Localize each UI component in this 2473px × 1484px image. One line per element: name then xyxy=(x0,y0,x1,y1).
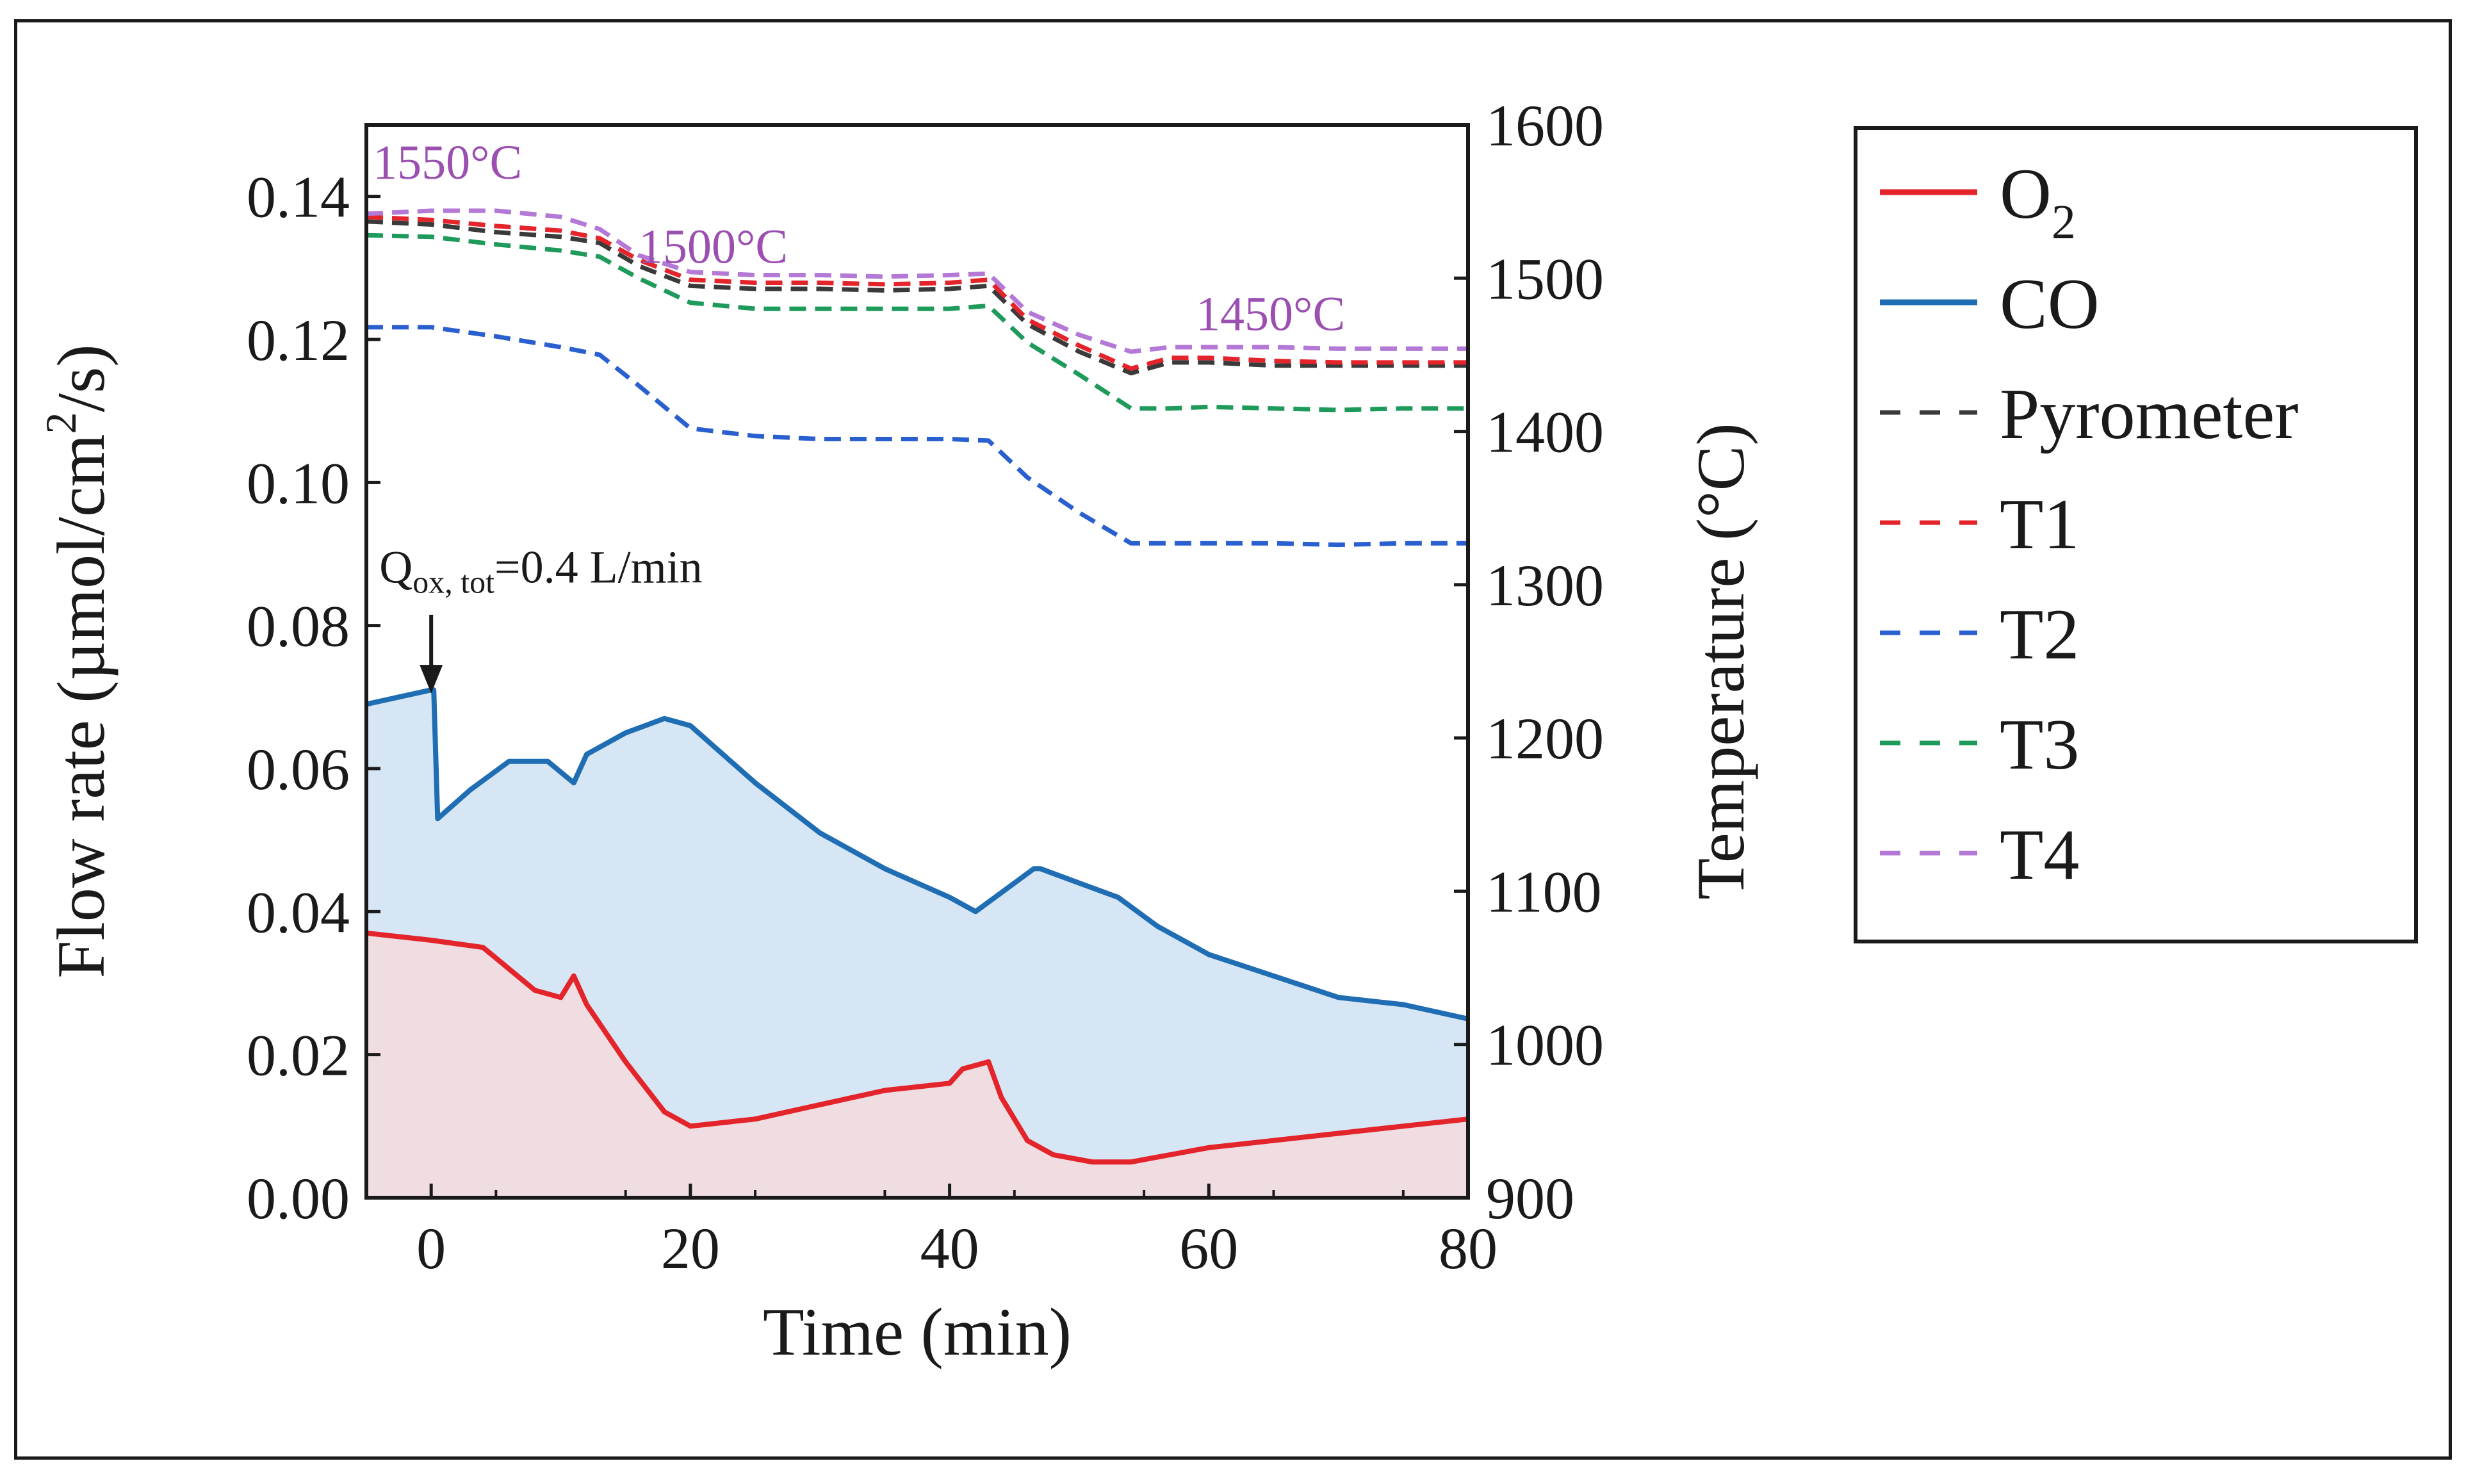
y-left-axis-title: Flow rate (µmol/cm2/s) xyxy=(37,344,118,978)
series-t3-line xyxy=(366,232,1468,412)
plot-fills xyxy=(366,690,1468,1198)
legend-items: O2 CO Pyrometer T1 T2 T3 T4 xyxy=(1880,154,2299,895)
temp-label-1550: 1550°C xyxy=(373,136,522,190)
plot-lines xyxy=(366,208,1469,1165)
plot-frame xyxy=(364,123,1470,1200)
y-left-title-main: Flow rate (µmol/cm xyxy=(44,434,118,978)
y-left-tick-label: 0.12 xyxy=(247,307,350,373)
y-right-tick-label: 1200 xyxy=(1486,706,1604,771)
y-left-tick-label: 0.02 xyxy=(247,1023,350,1088)
y-left-tick-label: 0.14 xyxy=(247,165,350,230)
series-o2-line xyxy=(366,930,1469,1165)
y-left-tick-label: 0.00 xyxy=(247,1166,350,1231)
x-axis: 0 20 40 60 80 xyxy=(365,1184,1498,1281)
temp-label-1500: 1500°C xyxy=(639,220,788,273)
x-tick-label: 60 xyxy=(1179,1216,1238,1281)
y-right-tick-label: 1300 xyxy=(1486,553,1604,618)
y-left-title-tail: /s) xyxy=(44,344,118,412)
legend-label-t3: T3 xyxy=(2000,705,2079,785)
y-right-axis-title: Temperature (°C) xyxy=(1683,423,1758,899)
y-left-tick-label: 0.06 xyxy=(247,737,350,802)
y-right-tick-label: 1100 xyxy=(1486,859,1602,924)
series-t1-line xyxy=(366,215,1468,371)
flow-annot-tail: =0.4 L/min xyxy=(494,542,703,593)
y-left-tick-label: 0.04 xyxy=(247,879,350,945)
y-left-axis: 0.00 0.02 0.04 0.06 0.08 0.10 0.12 0.14 xyxy=(247,165,380,1231)
legend-label-main: O xyxy=(2000,154,2052,234)
legend-label-main: T4 xyxy=(2000,815,2079,895)
x-tick-label: 80 xyxy=(1439,1216,1498,1281)
legend-label-t1: T1 xyxy=(2000,485,2079,564)
legend-label-subscript: 2 xyxy=(2052,195,2076,249)
legend-label-main: CO xyxy=(2000,265,2100,344)
flow-annot-subscript: ox, tot xyxy=(412,564,494,600)
legend-label-main: T2 xyxy=(2000,595,2079,674)
chart: 0 20 40 60 80 0.000.020.040.060.080.100.120.… xyxy=(37,93,2418,1369)
legend-box xyxy=(1854,126,2418,943)
y-right-tick-label: 1500 xyxy=(1486,246,1604,311)
y-right-tick-label: 1000 xyxy=(1486,1013,1604,1078)
y-left-title-superscript: 2 xyxy=(37,412,85,434)
x-tick-label: 0 xyxy=(416,1216,446,1281)
series-t4-line xyxy=(366,208,1468,354)
legend-label-main: T3 xyxy=(2000,705,2079,785)
y-right-axis: 900 1000 1100 1200 1300 1400 1500 1600 xyxy=(1454,93,1604,1231)
o2-area xyxy=(366,933,1468,1198)
flow-rate-annotation: Qox, tot=0.4 L/min xyxy=(379,542,702,600)
x-tick-label: 20 xyxy=(661,1216,720,1281)
temp-label-1450: 1450°C xyxy=(1196,288,1345,341)
co-area xyxy=(366,690,1468,1198)
x-tick-label: 40 xyxy=(920,1216,979,1281)
flow-arrow-head xyxy=(420,665,443,694)
legend-label-o2: O2 xyxy=(2000,154,2076,249)
annotations: Qox, tot=0.4 L/min 1550°C 1500°C 1450°C xyxy=(373,136,1345,694)
legend-label-t4: T4 xyxy=(2000,815,2079,895)
legend-label-main: T1 xyxy=(2000,485,2079,564)
y-right-tick-label: 1400 xyxy=(1486,400,1604,465)
legend-label-t2: T2 xyxy=(2000,595,2079,674)
y-right-tick-label: 900 xyxy=(1486,1166,1574,1231)
y-left-tick-label: 0.10 xyxy=(247,450,350,516)
legend-label-co: CO xyxy=(2000,265,2100,344)
series-pyrometer-line xyxy=(366,219,1468,376)
x-axis-title: Time (min) xyxy=(763,1294,1072,1369)
flow-arrow-icon xyxy=(420,614,443,694)
legend: O2 CO Pyrometer T1 T2 T3 T4 xyxy=(1854,126,2418,943)
flow-annot-main: Q xyxy=(379,542,412,593)
y-left-tick-label: 0.08 xyxy=(247,594,350,659)
legend-label-main: Pyrometer xyxy=(2000,375,2299,454)
y-right-tick-label: 1600 xyxy=(1486,93,1604,158)
series-co-line xyxy=(366,687,1469,1022)
series-t2-line xyxy=(366,325,1468,548)
legend-label-pyrometer: Pyrometer xyxy=(2000,375,2299,454)
figure-frame: 0 20 40 60 80 0.00 0.02 0.04 0.06 0.08 0.10 0.12 0.… xyxy=(14,19,2452,1460)
